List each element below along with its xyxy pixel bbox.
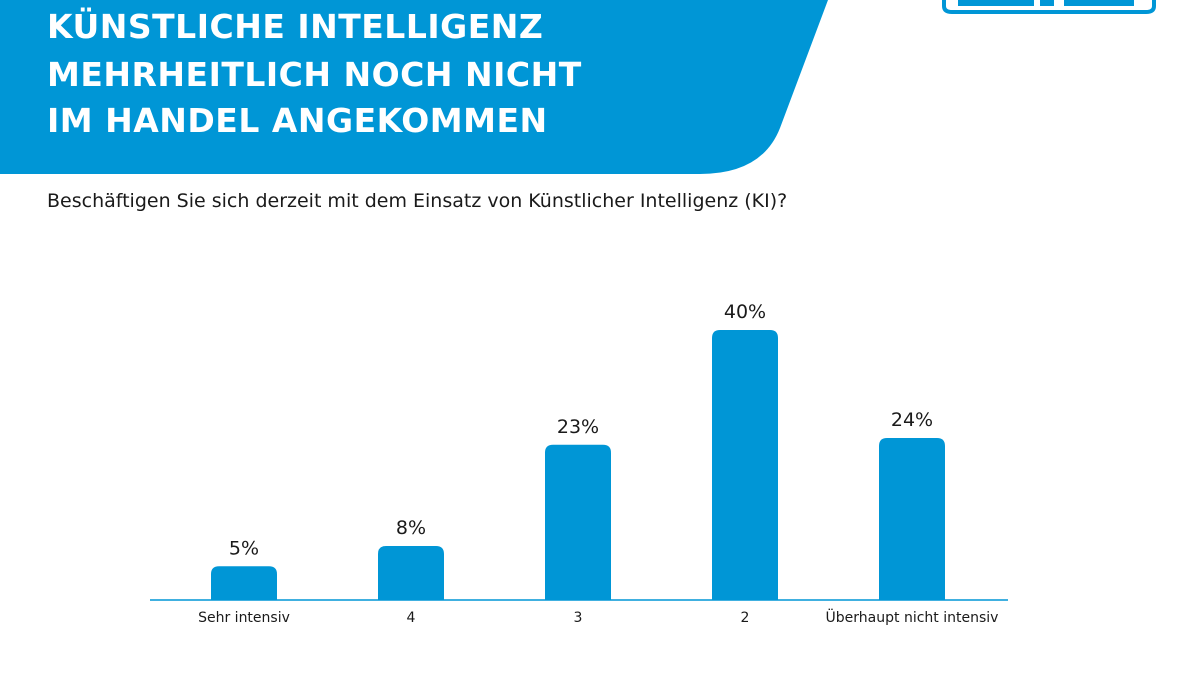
category-label-4: Überhaupt nicht intensiv bbox=[826, 608, 999, 626]
bar-chart: 5% Sehr intensiv 8% 4 23% 3 40% 2 24% Überhaupt n… bbox=[0, 0, 1200, 675]
bar-value-label-4: 24% bbox=[891, 409, 933, 431]
bar-2 bbox=[545, 445, 611, 600]
bar-value-label-2: 23% bbox=[557, 416, 599, 438]
bar-3 bbox=[712, 330, 778, 600]
bar-0 bbox=[211, 566, 277, 600]
bar-value-label-3: 40% bbox=[724, 301, 766, 323]
category-label-2: 3 bbox=[574, 610, 583, 626]
bar-1 bbox=[378, 546, 444, 600]
category-label-3: 2 bbox=[741, 610, 750, 626]
category-label-0: Sehr intensiv bbox=[198, 610, 290, 626]
category-label-1: 4 bbox=[407, 610, 416, 626]
bar-4 bbox=[879, 438, 945, 600]
bar-value-label-0: 5% bbox=[229, 537, 259, 559]
bar-value-label-1: 8% bbox=[396, 517, 426, 539]
